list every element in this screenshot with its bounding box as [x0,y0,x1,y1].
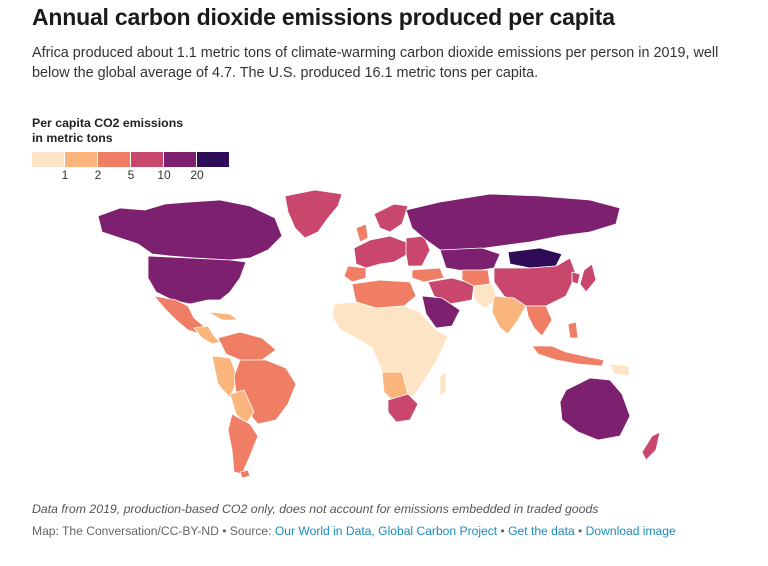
legend-tick-10: 10 [157,168,171,182]
legend-swatch-2 [98,152,130,167]
legend-title-line2: in metric tons [32,131,113,145]
separator-2: • [497,524,509,538]
chart-title: Annual carbon dioxide emissions produced… [32,4,615,30]
get-data-link[interactable]: Get the data [508,524,575,538]
region-australia[interactable] [559,377,631,441]
region-uk[interactable] [355,223,369,243]
region-southeast-asia[interactable] [525,305,553,337]
legend-swatch-1 [65,152,97,167]
legend-tick-2: 2 [94,168,102,182]
region-bolivia[interactable] [229,389,255,425]
source-label: Source: [229,524,275,538]
region-iberia[interactable] [343,265,367,283]
region-south-africa[interactable] [387,393,419,423]
region-new-zealand[interactable] [641,431,661,461]
separator-3: • [574,524,586,538]
region-indonesia[interactable] [531,345,605,367]
region-argentina[interactable] [227,413,259,475]
legend-swatch-3 [131,152,163,167]
world-choropleth-map[interactable] [90,188,700,478]
region-usa[interactable] [147,255,247,305]
region-arabian-peninsula[interactable] [421,295,461,329]
region-korea[interactable] [571,271,581,285]
legend-tick-5: 5 [127,168,135,182]
region-india[interactable] [491,295,527,335]
region-china[interactable] [493,257,577,307]
legend-tick-1: 1 [61,168,69,182]
chart-subtitle: Africa produced about 1.1 metric tons of… [32,45,719,81]
legend-title: Per capita CO2 emissions in metric tons [32,116,232,146]
region-greenland[interactable] [284,189,343,239]
region-mongolia[interactable] [507,247,563,269]
credit-line: Map: The Conversation/CC-BY-ND • Source:… [32,524,676,538]
region-canada[interactable] [97,199,283,261]
region-madagascar[interactable] [439,371,447,397]
region-peru[interactable] [211,355,239,399]
region-russia[interactable] [405,193,621,251]
region-caribbean[interactable] [207,311,239,321]
legend-color-scale [32,152,230,167]
region-turkey[interactable] [411,267,445,283]
region-png[interactable] [609,363,631,377]
source-note: Data from 2019, production-based CO2 onl… [32,502,599,516]
separator-1: • [218,524,230,538]
region-japan[interactable] [579,263,597,293]
source-link[interactable]: Our World in Data, Global Carbon Project [274,524,498,538]
region-kazakhstan[interactable] [439,247,501,273]
region-western-europe[interactable] [353,235,409,269]
region-sub-saharan-africa[interactable] [331,301,449,399]
region-philippines[interactable] [567,321,579,339]
download-image-link[interactable]: Download image [585,524,676,538]
region-central-america[interactable] [193,325,221,345]
region-south-america-north[interactable] [217,331,277,361]
region-chile-tip[interactable] [239,469,251,478]
legend-swatch-5 [197,152,229,167]
region-pakistan[interactable] [473,283,499,309]
credit-prefix: Map: The Conversation/CC-BY-ND [32,524,219,538]
legend-swatch-4 [164,152,196,167]
legend-ticks: 1 2 5 10 20 [32,168,232,184]
region-scandinavia[interactable] [373,203,409,233]
legend-swatch-0 [32,152,64,167]
legend-tick-20: 20 [190,168,204,182]
legend-title-line1: Per capita CO2 emissions [32,116,184,130]
